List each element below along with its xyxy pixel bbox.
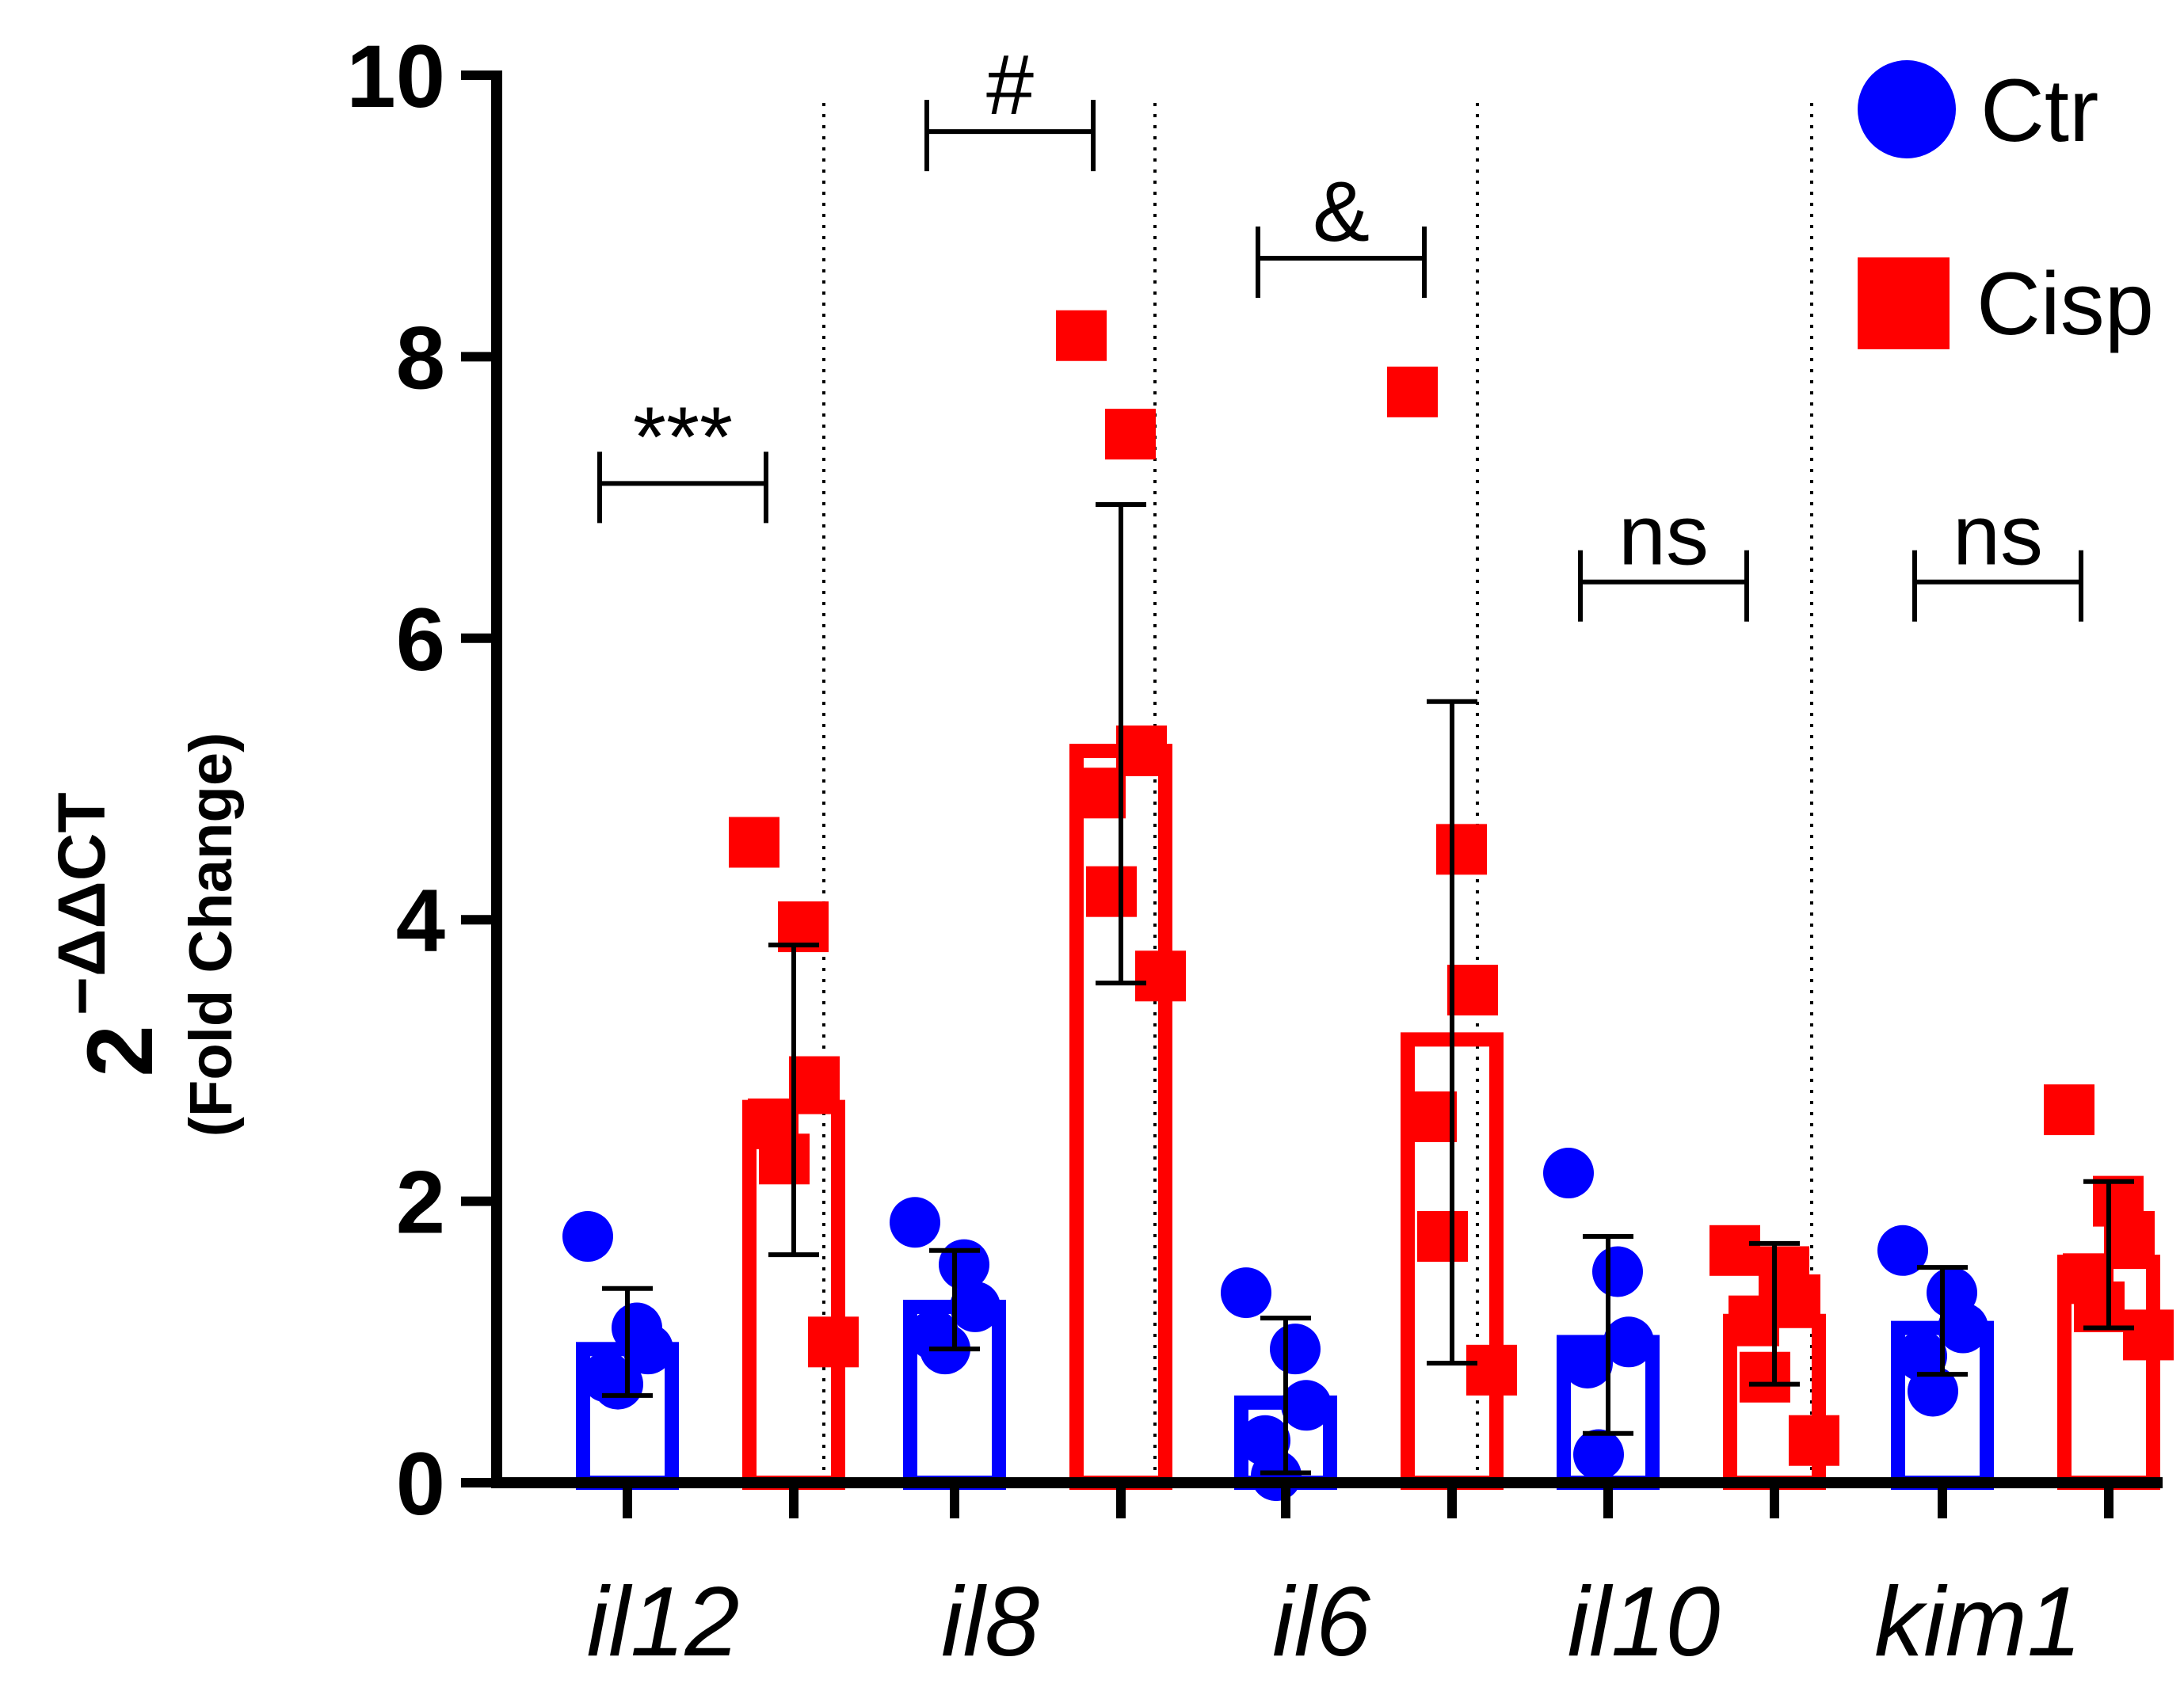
point-ctr-il8-3 [950,1281,1001,1332]
y-axis-label-superscript: −ΔΔCT [44,792,119,1015]
legend: Ctr Cisp [1858,60,2154,353]
error-bar-ctr-il12 [602,1286,653,1398]
legend-label-ctr: Ctr [1980,61,2098,160]
point-ctr-il6-5 [1251,1450,1302,1502]
point-cisp-kim1-1 [2044,1084,2094,1136]
svg-text:2−ΔΔCT: 2 −ΔΔCT [44,792,173,1076]
point-cisp-il12-6 [808,1316,859,1368]
point-cisp-kim1-5 [2074,1281,2125,1332]
point-cisp-il10-5 [1740,1351,1790,1403]
point-ctr-il6-2 [1270,1324,1321,1375]
point-ctr-il12-3 [623,1324,673,1375]
y-tick-label-2: 2 [396,1153,445,1252]
error-bar-cisp-kim1 [2083,1179,2134,1331]
significance-bracket-il12: *** [597,388,768,524]
legend-marker-ctr [1858,60,1956,158]
point-cisp-il10-6 [1789,1415,1839,1466]
point-ctr-il10-2 [1592,1246,1643,1297]
point-ctr-il12-5 [593,1358,643,1410]
x-tick-label-kim1: kim1 [1874,1567,2082,1677]
significance-bracket-il8: # [924,36,1096,172]
point-cisp-il6-2 [1436,824,1487,875]
point-ctr-il8-1 [890,1197,940,1248]
point-cisp-il8-1 [1056,310,1107,361]
significance-bracket-il6: & [1256,163,1427,299]
error-bar-cisp-il8 [1096,501,1146,986]
significance-label-il10: ns [1618,487,1709,583]
point-ctr-il10-5 [1573,1429,1624,1480]
y-tick-label-4: 4 [396,871,445,970]
point-cisp-il12-5 [759,1133,810,1185]
point-ctr-il10-3 [1603,1316,1654,1368]
point-cisp-il12-1 [729,817,779,868]
significance-label-il8: # [986,36,1034,132]
error-bar-cisp-il10 [1749,1240,1800,1387]
error-bar-ctr-il6 [1260,1316,1311,1476]
point-ctr-kim1-5 [1908,1366,1958,1417]
point-ctr-il8-2 [939,1239,989,1290]
y-tick-label-0: 0 [396,1434,445,1533]
significance-bracket-il10: ns [1578,487,1749,622]
point-cisp-il6-4 [1406,1091,1457,1142]
point-cisp-il8-6 [1135,950,1186,1002]
y-axis-label-base: 2 [68,1025,173,1077]
error-bar-cisp-il12 [768,943,819,1258]
x-tick-label-il10: il10 [1567,1567,1720,1677]
significance-label-kim1: ns [1953,487,2043,583]
x-tick-label-il12: il12 [586,1567,739,1677]
point-cisp-il6-3 [1447,965,1498,1016]
point-cisp-il8-5 [1086,866,1137,917]
legend-marker-cisp [1858,257,1950,349]
point-cisp-il6-1 [1387,366,1438,417]
point-ctr-il12-1 [562,1211,613,1263]
point-cisp-kim1-6 [2123,1309,2174,1361]
x-tick-label-il8: il8 [941,1567,1039,1677]
y-axis-label-subtitle: (Fold Change) [177,733,245,1137]
y-tick-label-6: 6 [396,590,445,689]
error-bar-ctr-il10 [1583,1234,1633,1436]
significance-bracket-kim1: ns [1912,487,2083,622]
point-ctr-kim1-3 [1938,1302,1988,1354]
point-ctr-il6-1 [1221,1267,1271,1319]
error-bar-ctr-kim1 [1917,1265,1968,1377]
y-tick-label-10: 10 [346,27,445,126]
error-bars-layer [602,501,2134,1476]
point-ctr-il10-1 [1543,1148,1594,1199]
y-axis-label: 2 −ΔΔCT (Fold Change) [44,733,245,1137]
x-tick-label-il6: il6 [1272,1567,1370,1677]
significance-label-il6: & [1313,163,1370,259]
point-cisp-il10-4 [1729,1295,1779,1346]
point-ctr-il6-3 [1281,1380,1332,1431]
significance-layer: *** # & ns ns [597,36,2083,622]
error-bar-cisp-il6 [1427,699,1477,1366]
group-separators [822,103,1813,1483]
error-bar-ctr-il8 [929,1247,980,1352]
legend-label-cisp: Cisp [1976,254,2154,353]
point-ctr-kim1-1 [1877,1225,1928,1276]
point-ctr-il10-4 [1562,1337,1613,1388]
point-cisp-il10-1 [1709,1225,1760,1276]
point-cisp-il8-4 [1075,768,1126,819]
point-cisp-il6-6 [1466,1344,1517,1396]
significance-label-il12: *** [633,388,733,484]
point-cisp-il8-2 [1105,409,1156,460]
axes-layer: il12 il8 il6 il10 kim1 0 2 4 6 8 10 [346,27,2163,1677]
point-cisp-il6-5 [1417,1211,1468,1263]
y-tick-label-8: 8 [396,308,445,407]
